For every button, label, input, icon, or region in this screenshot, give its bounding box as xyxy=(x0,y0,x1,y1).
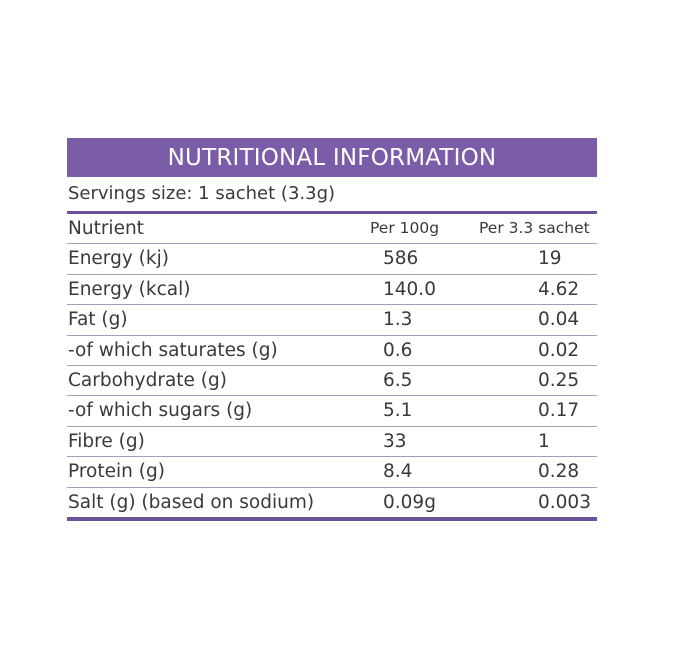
nutrient-name: Carbohydrate (g) xyxy=(68,369,227,391)
nutrient-name: Energy (kcal) xyxy=(68,278,191,300)
nutrient-name: Energy (kj) xyxy=(68,248,169,270)
nutrition-table: NUTRITIONAL INFORMATION Servings size: 1… xyxy=(67,138,597,521)
table-row: Energy (kcal) 140.0 4.62 xyxy=(67,275,597,306)
nutrient-name: Fat (g) xyxy=(68,309,128,331)
per-sachet-value: 0.003 xyxy=(538,491,591,513)
serving-size: Servings size: 1 sachet (3.3g) xyxy=(67,177,597,214)
per-100g-value: 0.6 xyxy=(383,339,413,361)
per-100g-value: 5.1 xyxy=(383,400,413,422)
per-100g-value: 6.5 xyxy=(383,369,413,391)
column-header-nutrient: Nutrient xyxy=(68,218,144,239)
per-sachet-value: 0.17 xyxy=(538,400,580,422)
nutrient-name: -of which sugars (g) xyxy=(68,400,253,422)
table-row: Salt (g) (based on sodium) 0.09g 0.003 xyxy=(67,488,597,521)
table-row: Energy (kj) 586 19 xyxy=(67,244,597,275)
nutrient-name: Salt (g) (based on sodium) xyxy=(68,491,315,513)
column-header-per-100g: Per 100g xyxy=(370,219,440,237)
per-sachet-value: 0.28 xyxy=(538,461,580,483)
nutrient-name: -of which saturates (g) xyxy=(68,339,278,361)
per-100g-value: 1.3 xyxy=(383,309,413,331)
per-sachet-value: 0.02 xyxy=(538,339,580,361)
nutrient-name: Protein (g) xyxy=(68,461,165,483)
per-100g-value: 140.0 xyxy=(383,278,436,300)
nutrient-name: Fibre (g) xyxy=(68,430,145,452)
table-row: Fat (g) 1.3 0.04 xyxy=(67,305,597,336)
table-row: Carbohydrate (g) 6.5 0.25 xyxy=(67,366,597,397)
per-sachet-value: 4.62 xyxy=(538,278,580,300)
table-row: -of which sugars (g) 5.1 0.17 xyxy=(67,396,597,427)
table-row: Protein (g) 8.4 0.28 xyxy=(67,457,597,488)
per-100g-value: 586 xyxy=(383,248,419,270)
table-row: Fibre (g) 33 1 xyxy=(67,427,597,458)
per-100g-value: 0.09g xyxy=(383,491,436,513)
table-title: NUTRITIONAL INFORMATION xyxy=(67,138,597,177)
per-100g-value: 33 xyxy=(383,430,407,452)
per-sachet-value: 0.04 xyxy=(538,309,580,331)
per-sachet-value: 0.25 xyxy=(538,369,580,391)
column-header-per-sachet: Per 3.3 sachet xyxy=(479,219,590,237)
header-row: Nutrient Per 100g Per 3.3 sachet xyxy=(67,214,597,245)
per-sachet-value: 19 xyxy=(538,248,562,270)
per-sachet-value: 1 xyxy=(538,430,550,452)
per-100g-value: 8.4 xyxy=(383,461,413,483)
table-row: -of which saturates (g) 0.6 0.02 xyxy=(67,336,597,366)
